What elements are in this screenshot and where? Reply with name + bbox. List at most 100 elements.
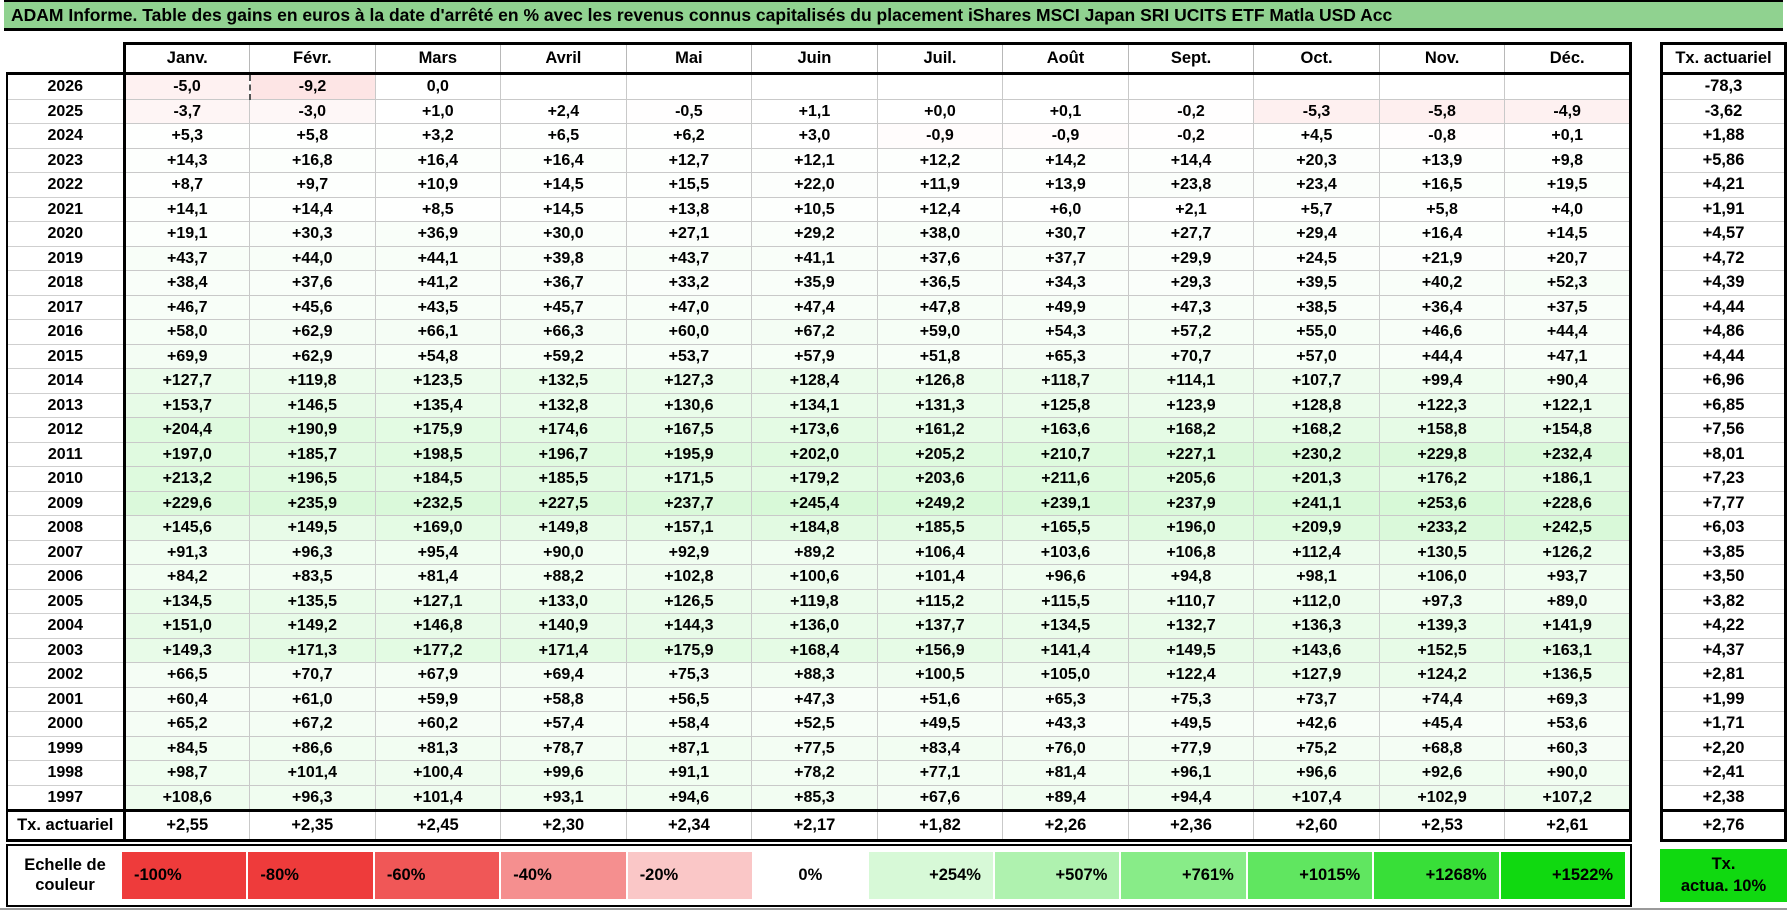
year-label[interactable]: 2015 [6,343,126,369]
gain-cell[interactable]: +89,0 [1504,588,1632,614]
month-header[interactable]: Déc. [1504,42,1632,75]
tx-actuariel-cell[interactable]: +6,03 [1660,515,1787,541]
year-label[interactable]: 1997 [6,784,126,811]
legend-swatch[interactable]: 0% [754,852,867,899]
gain-cell[interactable]: +230,2 [1253,441,1380,467]
gain-cell[interactable]: +168,4 [751,637,878,663]
tx-actuariel-cell[interactable]: +4,21 [1660,172,1787,198]
tx-actuariel-cell[interactable]: +4,39 [1660,270,1787,296]
month-header[interactable]: Nov. [1378,42,1505,75]
gain-cell[interactable]: +98,1 [1253,564,1380,590]
gain-cell[interactable]: +22,0 [751,172,878,198]
gain-cell[interactable]: +47,4 [751,294,878,320]
legend-swatch[interactable]: -100% [122,852,247,899]
gain-cell[interactable]: +29,3 [1127,270,1255,296]
gain-cell[interactable]: +95,4 [374,539,502,565]
tx-actuariel-cell[interactable]: +2,81 [1660,662,1787,688]
gain-cell[interactable]: +128,8 [1253,392,1380,418]
gain-cell[interactable]: +119,8 [249,368,376,394]
legend-label[interactable]: Echelle de couleur [24,855,106,894]
year-label[interactable]: 2011 [6,441,126,467]
gain-cell[interactable]: +14,1 [123,196,251,222]
gain-cell[interactable]: +57,0 [1253,343,1380,369]
gain-cell[interactable]: +149,5 [249,515,376,541]
year-label[interactable]: 2010 [6,466,126,492]
monthly-tx-cell[interactable]: +1,82 [876,809,1003,842]
gain-cell[interactable]: +161,2 [876,417,1004,443]
gain-cell[interactable]: +21,9 [1378,245,1506,271]
gain-cell[interactable]: +237,7 [625,490,753,516]
gain-cell[interactable]: +134,1 [751,392,878,418]
gain-cell[interactable]: +245,4 [751,490,878,516]
gain-cell[interactable]: +127,1 [374,588,502,614]
gain-cell[interactable]: +118,7 [1002,368,1129,394]
gain-cell[interactable]: +171,5 [625,466,753,492]
tx-actuariel-cell[interactable]: -78,3 [1660,73,1787,100]
gain-cell[interactable]: +115,2 [876,588,1004,614]
gain-cell[interactable]: +101,4 [249,760,376,786]
month-header[interactable]: Janv. [122,42,250,75]
gain-cell[interactable]: +106,8 [1127,539,1255,565]
gain-cell[interactable]: -0,2 [1127,123,1255,149]
gain-cell[interactable]: +43,7 [123,245,251,271]
gain-cell[interactable]: +171,3 [249,637,376,663]
gain-cell[interactable]: +2,1 [1127,196,1255,222]
year-label[interactable]: 2003 [6,637,126,663]
gain-cell[interactable]: +12,2 [876,147,1004,173]
title-bar[interactable]: ADAM Informe. Table des gains en euros à… [4,0,1783,31]
gain-cell[interactable]: +237,9 [1127,490,1255,516]
gain-cell[interactable]: +135,4 [374,392,502,418]
year-label[interactable]: 2020 [6,221,126,247]
legend-swatch[interactable]: -20% [627,852,753,899]
gain-cell[interactable]: +201,3 [1253,466,1380,492]
gain-cell[interactable]: +51,8 [876,343,1004,369]
gain-cell[interactable]: +179,2 [751,466,878,492]
gain-cell[interactable]: +175,9 [374,417,502,443]
gain-cell[interactable]: +88,3 [751,662,878,688]
gain-cell[interactable]: +16,4 [374,147,502,173]
gain-cell[interactable]: +66,5 [123,662,251,688]
gain-cell[interactable]: +55,0 [1253,319,1380,345]
gain-cell[interactable]: +90,0 [500,539,627,565]
gain-cell[interactable]: +24,5 [1253,245,1380,271]
gain-cell[interactable]: +94,4 [1127,784,1255,811]
tx-actuariel-cell[interactable]: +4,86 [1660,319,1787,345]
gain-cell[interactable]: +58,8 [500,686,627,712]
gain-cell[interactable]: +139,3 [1378,613,1506,639]
gain-cell[interactable]: +115,5 [1002,588,1129,614]
gain-cell[interactable]: +90,0 [1504,760,1632,786]
gain-cell[interactable]: +135,5 [249,588,376,614]
gain-cell[interactable]: +81,4 [374,564,502,590]
gain-cell[interactable]: +4,5 [1253,123,1380,149]
gain-cell[interactable]: +19,5 [1504,172,1632,198]
monthly-tx-cell[interactable]: +2,34 [625,809,752,842]
gain-cell[interactable]: +90,4 [1504,368,1632,394]
gain-cell[interactable]: +163,6 [1002,417,1129,443]
gain-cell[interactable]: +196,5 [249,466,376,492]
gain-cell[interactable]: +84,5 [123,735,251,761]
gain-cell[interactable]: +105,0 [1002,662,1129,688]
tx-actuariel-cell[interactable]: +8,01 [1660,441,1787,467]
gain-cell[interactable]: +5,8 [249,123,376,149]
gain-cell[interactable]: +156,9 [876,637,1004,663]
legend-swatch[interactable]: +1268% [1374,852,1499,899]
gain-cell[interactable]: +60,3 [1504,735,1632,761]
gain-cell[interactable]: +0,1 [1002,98,1129,124]
gain-cell[interactable]: +232,4 [1504,441,1632,467]
gain-cell[interactable]: +186,1 [1504,466,1632,492]
gain-cell[interactable]: +84,2 [123,564,251,590]
gain-cell[interactable]: +229,8 [1378,441,1506,467]
gain-cell[interactable]: +49,9 [1002,294,1129,320]
gain-cell[interactable]: +6,5 [500,123,627,149]
gain-cell[interactable]: 0,0 [374,73,502,100]
gain-cell[interactable]: +30,0 [500,221,627,247]
gain-cell[interactable]: +54,3 [1002,319,1129,345]
legend-swatch[interactable]: +1522% [1500,852,1626,899]
tx-actuariel-cell[interactable]: +4,57 [1660,221,1787,247]
gain-cell[interactable]: +91,3 [123,539,251,565]
gain-cell[interactable]: +227,1 [1127,441,1255,467]
gain-cell[interactable]: +126,8 [876,368,1004,394]
year-label[interactable]: 2006 [6,564,126,590]
gain-cell[interactable]: +96,3 [249,539,376,565]
gain-cell[interactable]: +43,7 [625,245,753,271]
